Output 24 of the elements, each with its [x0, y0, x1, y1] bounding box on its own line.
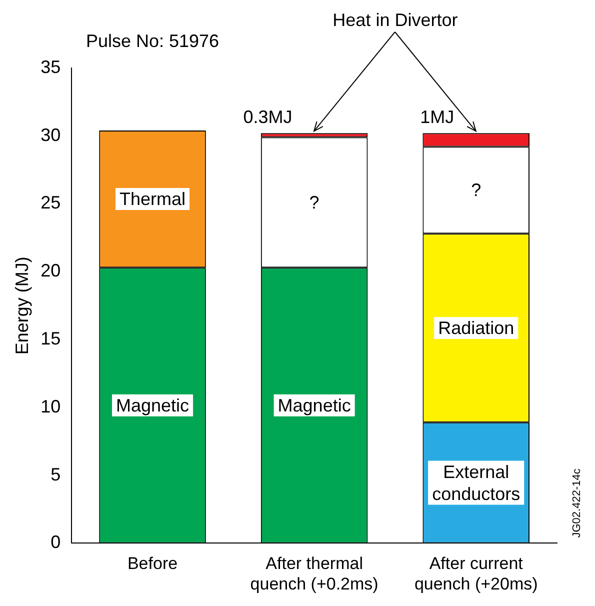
- series-label: Thermal: [120, 188, 186, 209]
- y-tick-label: 35: [40, 56, 61, 77]
- x-tick-label: After thermal quench (+0.2ms): [250, 554, 378, 594]
- data-label: 0.3MJ: [242, 107, 292, 128]
- series-label: Radiation: [438, 318, 514, 338]
- data-label: 1MJ: [419, 107, 454, 128]
- y-tick-label: 10: [40, 396, 61, 416]
- series-label: Magnetic: [278, 395, 351, 416]
- text: Magnetic: [116, 395, 190, 416]
- y-tick-label: 20: [40, 260, 61, 281]
- y-tick-label: 25: [40, 192, 61, 213]
- y-tick-label: 30: [40, 124, 61, 145]
- text: Heat in Divertor: [332, 10, 459, 31]
- series-label: ?: [471, 180, 482, 200]
- text: ?: [309, 192, 320, 212]
- x-tick-label: After current quench (+20ms): [414, 554, 538, 594]
- y-axis-title: Energy (MJ): [12, 256, 32, 355]
- y-tick-label: 5: [50, 464, 61, 484]
- y-tick-label: 0: [50, 532, 61, 552]
- text: JG02.422-14c: [571, 468, 584, 538]
- y-tick-label: 15: [40, 328, 61, 349]
- text: Pulse No: 51976: [86, 30, 220, 51]
- series-label: External conductors: [432, 462, 520, 504]
- x-tick-label: Before: [127, 554, 178, 574]
